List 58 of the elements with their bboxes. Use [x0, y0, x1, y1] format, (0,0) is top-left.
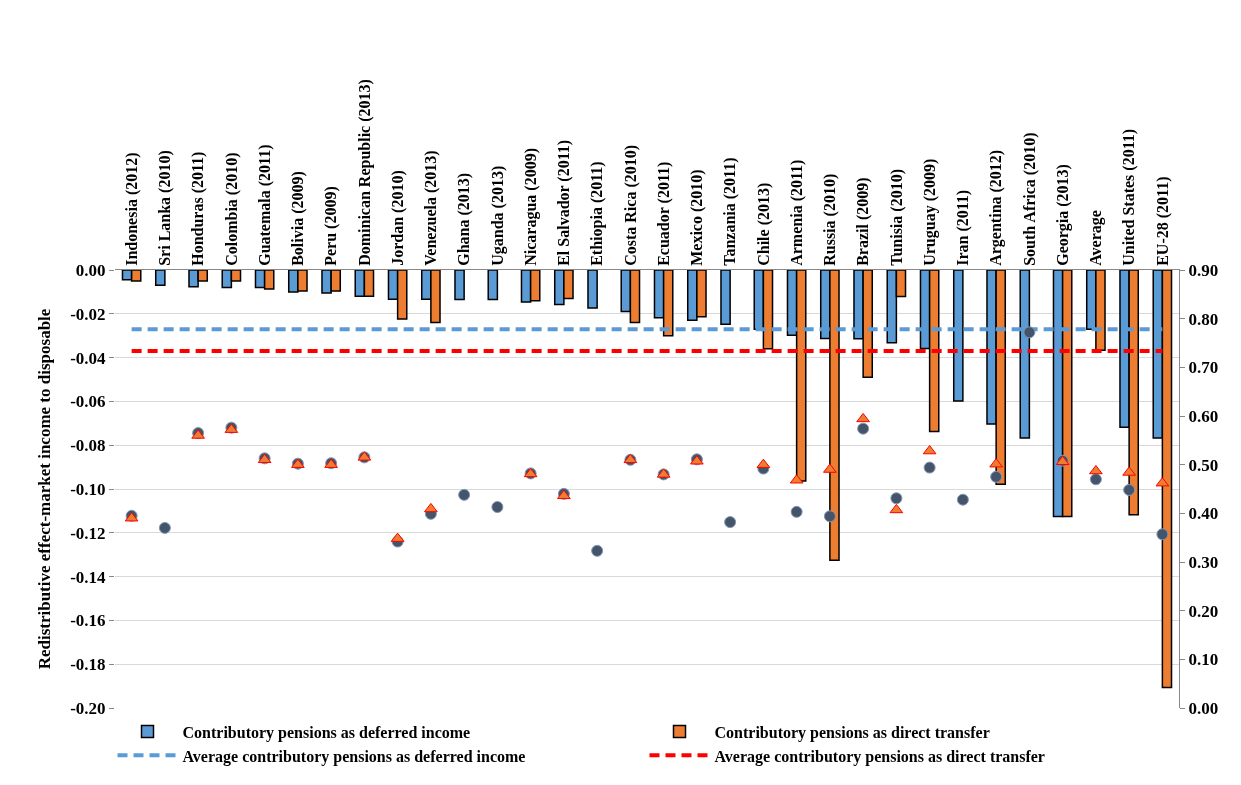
x-tick-label: El Salvador (2011) [555, 139, 574, 266]
x-tick-label: Uganda (2013) [488, 165, 507, 266]
x-tick-label: Uruguay (2009) [920, 158, 939, 266]
x-tick-label: Ecuador (2011) [654, 161, 673, 266]
x-tick-label: Mexico (2010) [688, 169, 707, 266]
x-tick-label: Colombia (2010) [222, 152, 241, 266]
x-tick-label: EU-28 (2011) [1153, 176, 1172, 266]
y-axis-title: Redistributive effect-market income to disposable [34, 308, 54, 670]
x-tick-label: Sri Lanka (2010) [156, 150, 175, 266]
x-tick-label: United States (2011) [1120, 128, 1139, 266]
y2-tick-label: 0.90 [1188, 260, 1219, 280]
y-tick-label: -0.18 [70, 655, 106, 675]
x-tick-label: Argentina (2012) [987, 149, 1006, 266]
y-tick-label: -0.06 [70, 392, 106, 412]
y2-tick-label: 0.70 [1188, 358, 1219, 378]
legend-label: Contributory pensions as direct transfer [714, 723, 990, 742]
legend-label: Average contributory pensions as direct transfer [714, 747, 1045, 766]
y-tick-label: -0.10 [70, 479, 106, 499]
x-tick-label: Armenia (2011) [787, 159, 806, 266]
x-tick-label: Bolivia (2009) [289, 171, 308, 266]
legend-label: Contributory pensions as deferred income [182, 723, 471, 742]
x-tick-label: Iran (2011) [954, 189, 973, 266]
y2-tick-label: 0.00 [1188, 698, 1219, 718]
x-tick-label: Nicaragua (2009) [521, 148, 540, 266]
legend-label: Average contributory pensions as deferred income [182, 747, 526, 766]
y2-tick-label: 0.60 [1188, 406, 1219, 426]
x-tick-label: Peru (2009) [322, 186, 341, 266]
y2-tick-label: 0.50 [1188, 455, 1219, 475]
x-tick-label: Guatemala (2011) [255, 144, 274, 266]
y-tick-label: -0.16 [70, 611, 106, 631]
y-tick-label: -0.02 [70, 304, 106, 324]
y-tick-label: -0.20 [70, 698, 106, 718]
x-tick-label: Dominican Republic (2013) [355, 79, 374, 266]
x-tick-label: Costa Rica (2010) [621, 144, 640, 266]
x-tick-label: Venezuela (2013) [422, 150, 441, 266]
y-tick-label: -0.08 [70, 436, 106, 456]
x-tick-label: Brazil (2009) [854, 177, 873, 266]
x-tick-label: Honduras (2011) [189, 151, 208, 266]
y-tick-label: -0.04 [70, 348, 107, 368]
x-tick-label: Tanzania (2011) [721, 157, 740, 266]
x-tick-label: Indonesia (2012) [122, 152, 141, 266]
y2-tick-label: 0.30 [1188, 552, 1219, 572]
x-tick-label: Jordan (2010) [388, 170, 407, 266]
y-tick-label: -0.12 [70, 523, 106, 543]
y-tick-label: -0.14 [70, 567, 107, 587]
x-tick-label: Ethiopia (2011) [588, 161, 607, 266]
y2-tick-label: 0.80 [1188, 309, 1219, 329]
x-tick-label: Chile (2013) [754, 182, 773, 266]
x-tick-label: South Africa (2010) [1020, 132, 1039, 266]
y2-tick-label: 0.20 [1188, 601, 1219, 621]
y2-tick-label: 0.10 [1188, 650, 1219, 670]
x-tick-label: Tunisia (2010) [887, 169, 906, 266]
x-tick-label: Ghana (2013) [455, 172, 474, 266]
y-tick-label: 0.00 [75, 260, 106, 280]
x-tick-label: Georgia (2013) [1053, 164, 1072, 266]
x-tick-label: Average [1087, 210, 1106, 266]
x-tick-label: Russia (2010) [821, 173, 840, 266]
y2-tick-label: 0.40 [1188, 504, 1219, 524]
